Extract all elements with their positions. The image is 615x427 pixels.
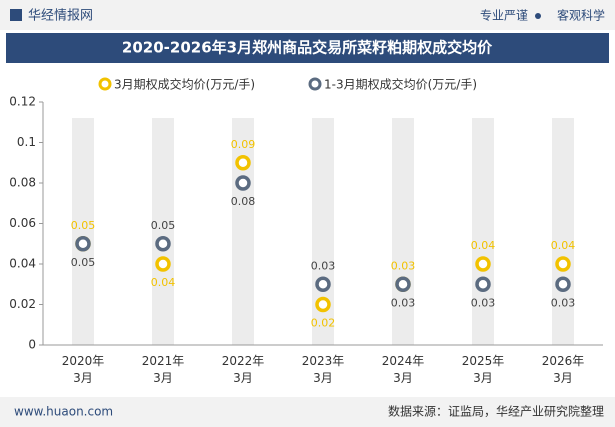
y-tick-label: 0 <box>28 338 36 352</box>
data-label: 0.05 <box>71 256 96 269</box>
x-tick-label: 2020年 3月 <box>61 354 105 385</box>
data-label: 0.05 <box>71 219 96 232</box>
chart-title: 2020-2026年3月郑州商品交易所菜籽粕期权成交均价 <box>122 39 493 57</box>
point <box>235 155 251 171</box>
y-tick-label: 0.06 <box>9 216 36 230</box>
logo-icon <box>10 9 22 21</box>
point <box>475 276 491 292</box>
y-tick-label: 0.12 <box>9 95 36 109</box>
x-tick-label: 2023年 3月 <box>301 354 345 385</box>
column-band <box>72 118 94 345</box>
point <box>555 256 571 272</box>
point <box>235 175 251 191</box>
data-label: 0.04 <box>471 239 496 252</box>
column-band <box>392 118 414 345</box>
slogan: 专业严谨 <box>480 8 528 23</box>
x-tick-label: 2026年 3月 <box>541 354 585 385</box>
data-label: 0.03 <box>311 259 336 272</box>
data-label: 0.08 <box>231 195 256 208</box>
legend-marker <box>308 77 322 91</box>
slogan-dot <box>535 13 541 19</box>
column-band <box>232 118 254 345</box>
data-label: 0.03 <box>471 296 496 309</box>
point <box>475 256 491 272</box>
y-tick-label: 0.04 <box>9 257 36 271</box>
legend-label: 3月期权成交均价(万元/手) <box>114 77 255 92</box>
column-band <box>552 118 574 345</box>
logo-text: 华经情报网 <box>28 9 93 24</box>
legend-label: 1-3月期权成交均价(万元/手) <box>324 77 477 92</box>
data-label: 0.05 <box>151 219 176 232</box>
x-tick-label: 2022年 3月 <box>221 354 265 385</box>
point <box>555 276 571 292</box>
data-label: 0.04 <box>151 276 176 289</box>
data-label: 0.03 <box>551 296 576 309</box>
x-tick-label: 2025年 3月 <box>461 354 505 385</box>
x-tick-label: 2024年 3月 <box>381 354 425 385</box>
footer-bar <box>0 397 615 427</box>
point <box>395 276 411 292</box>
header-bar <box>0 0 615 30</box>
y-tick-label: 0.1 <box>17 135 36 149</box>
x-tick-label: 2021年 3月 <box>141 354 185 385</box>
data-label: 0.03 <box>391 296 416 309</box>
point <box>315 296 331 313</box>
data-label: 0.02 <box>311 317 336 330</box>
point <box>315 276 331 292</box>
footer-website: www.huaon.com <box>14 405 113 419</box>
footer-source: 数据来源：证监局，华经产业研究院整理 <box>388 404 604 419</box>
column-band <box>152 118 174 345</box>
slogan: 客观科学 <box>557 8 605 23</box>
data-label: 0.09 <box>231 138 256 151</box>
legend-marker <box>98 77 112 91</box>
title-bar <box>6 33 609 63</box>
y-tick-label: 0.08 <box>9 176 36 190</box>
y-tick-label: 0.02 <box>9 297 36 311</box>
column-band <box>472 118 494 345</box>
point <box>75 236 91 252</box>
point <box>155 236 171 252</box>
data-label: 0.03 <box>391 259 416 272</box>
data-label: 0.04 <box>551 239 576 252</box>
point <box>155 256 171 272</box>
